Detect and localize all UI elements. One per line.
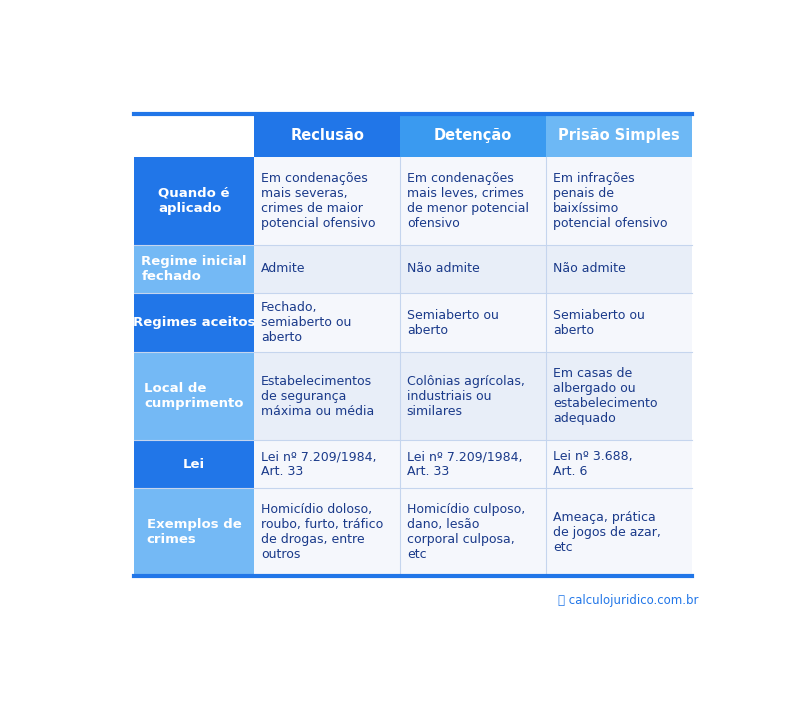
Text: Homicídio doloso,
roubo, furto, tráfico
de drogas, entre
outros: Homicídio doloso, roubo, furto, tráfico … [261, 503, 383, 561]
Bar [546, 440, 692, 488]
Text: Local de
cumprimento: Local de cumprimento [144, 382, 244, 410]
Bar [400, 440, 546, 488]
Bar [134, 114, 254, 157]
Text: Estabelecimentos
de segurança
máxima ou média: Estabelecimentos de segurança máxima ou … [261, 374, 374, 417]
Text: Em condenações
mais severas,
crimes de maior
potencial ofensivo: Em condenações mais severas, crimes de m… [261, 172, 375, 230]
Bar [254, 440, 400, 488]
Bar [134, 245, 254, 293]
Text: Reclusão: Reclusão [290, 128, 364, 143]
Bar [400, 352, 546, 440]
Bar [546, 488, 692, 576]
Bar [134, 157, 254, 245]
Text: Homicídio culposo,
dano, lesão
corporal culposa,
etc: Homicídio culposo, dano, lesão corporal … [406, 503, 525, 561]
Bar [254, 488, 400, 576]
Bar [254, 114, 400, 157]
Bar [134, 488, 254, 576]
Text: Lei nº 3.688,
Art. 6: Lei nº 3.688, Art. 6 [553, 450, 633, 478]
Text: Em casas de
albergado ou
estabelecimento
adequado: Em casas de albergado ou estabelecimento… [553, 367, 658, 425]
Text: Lei: Lei [183, 458, 205, 470]
Bar [546, 293, 692, 352]
Text: Lei nº 7.209/1984,
Art. 33: Lei nº 7.209/1984, Art. 33 [406, 450, 522, 478]
Text: Lei nº 7.209/1984,
Art. 33: Lei nº 7.209/1984, Art. 33 [261, 450, 376, 478]
Text: Ameaça, prática
de jogos de azar,
etc: Ameaça, prática de jogos de azar, etc [553, 510, 661, 553]
Text: Ⓜ calculojuridico.com.br: Ⓜ calculojuridico.com.br [558, 594, 698, 607]
Text: Admite: Admite [261, 262, 306, 275]
Text: Colônias agrícolas,
industriais ou
similares: Colônias agrícolas, industriais ou simil… [406, 374, 525, 417]
Text: Regime inicial
fechado: Regime inicial fechado [142, 255, 247, 283]
Bar [400, 245, 546, 293]
Text: Prisão Simples: Prisão Simples [558, 128, 680, 143]
Bar [546, 245, 692, 293]
Text: Detenção: Detenção [434, 128, 512, 143]
Bar [134, 293, 254, 352]
Bar [400, 293, 546, 352]
Bar [254, 245, 400, 293]
Bar [546, 157, 692, 245]
Text: Regimes aceitos: Regimes aceitos [133, 316, 255, 329]
Bar [134, 352, 254, 440]
Text: Não admite: Não admite [553, 262, 626, 275]
Bar [134, 440, 254, 488]
Bar [254, 293, 400, 352]
Text: Semiaberto ou
aberto: Semiaberto ou aberto [553, 309, 645, 336]
Text: Semiaberto ou
aberto: Semiaberto ou aberto [406, 309, 498, 336]
Text: Em infrações
penais de
baixíssimo
potencial ofensivo: Em infrações penais de baixíssimo potenc… [553, 172, 667, 230]
Bar [400, 157, 546, 245]
Bar [254, 352, 400, 440]
Bar [400, 114, 546, 157]
Bar [400, 488, 546, 576]
Bar [546, 114, 692, 157]
Text: Não admite: Não admite [406, 262, 479, 275]
Bar [254, 157, 400, 245]
Text: Quando é
aplicado: Quando é aplicado [158, 187, 230, 215]
Text: Em condenações
mais leves, crimes
de menor potencial
ofensivo: Em condenações mais leves, crimes de men… [406, 172, 529, 230]
Text: Exemplos de
crimes: Exemplos de crimes [146, 518, 242, 546]
Bar [546, 352, 692, 440]
Text: Fechado,
semiaberto ou
aberto: Fechado, semiaberto ou aberto [261, 301, 351, 344]
